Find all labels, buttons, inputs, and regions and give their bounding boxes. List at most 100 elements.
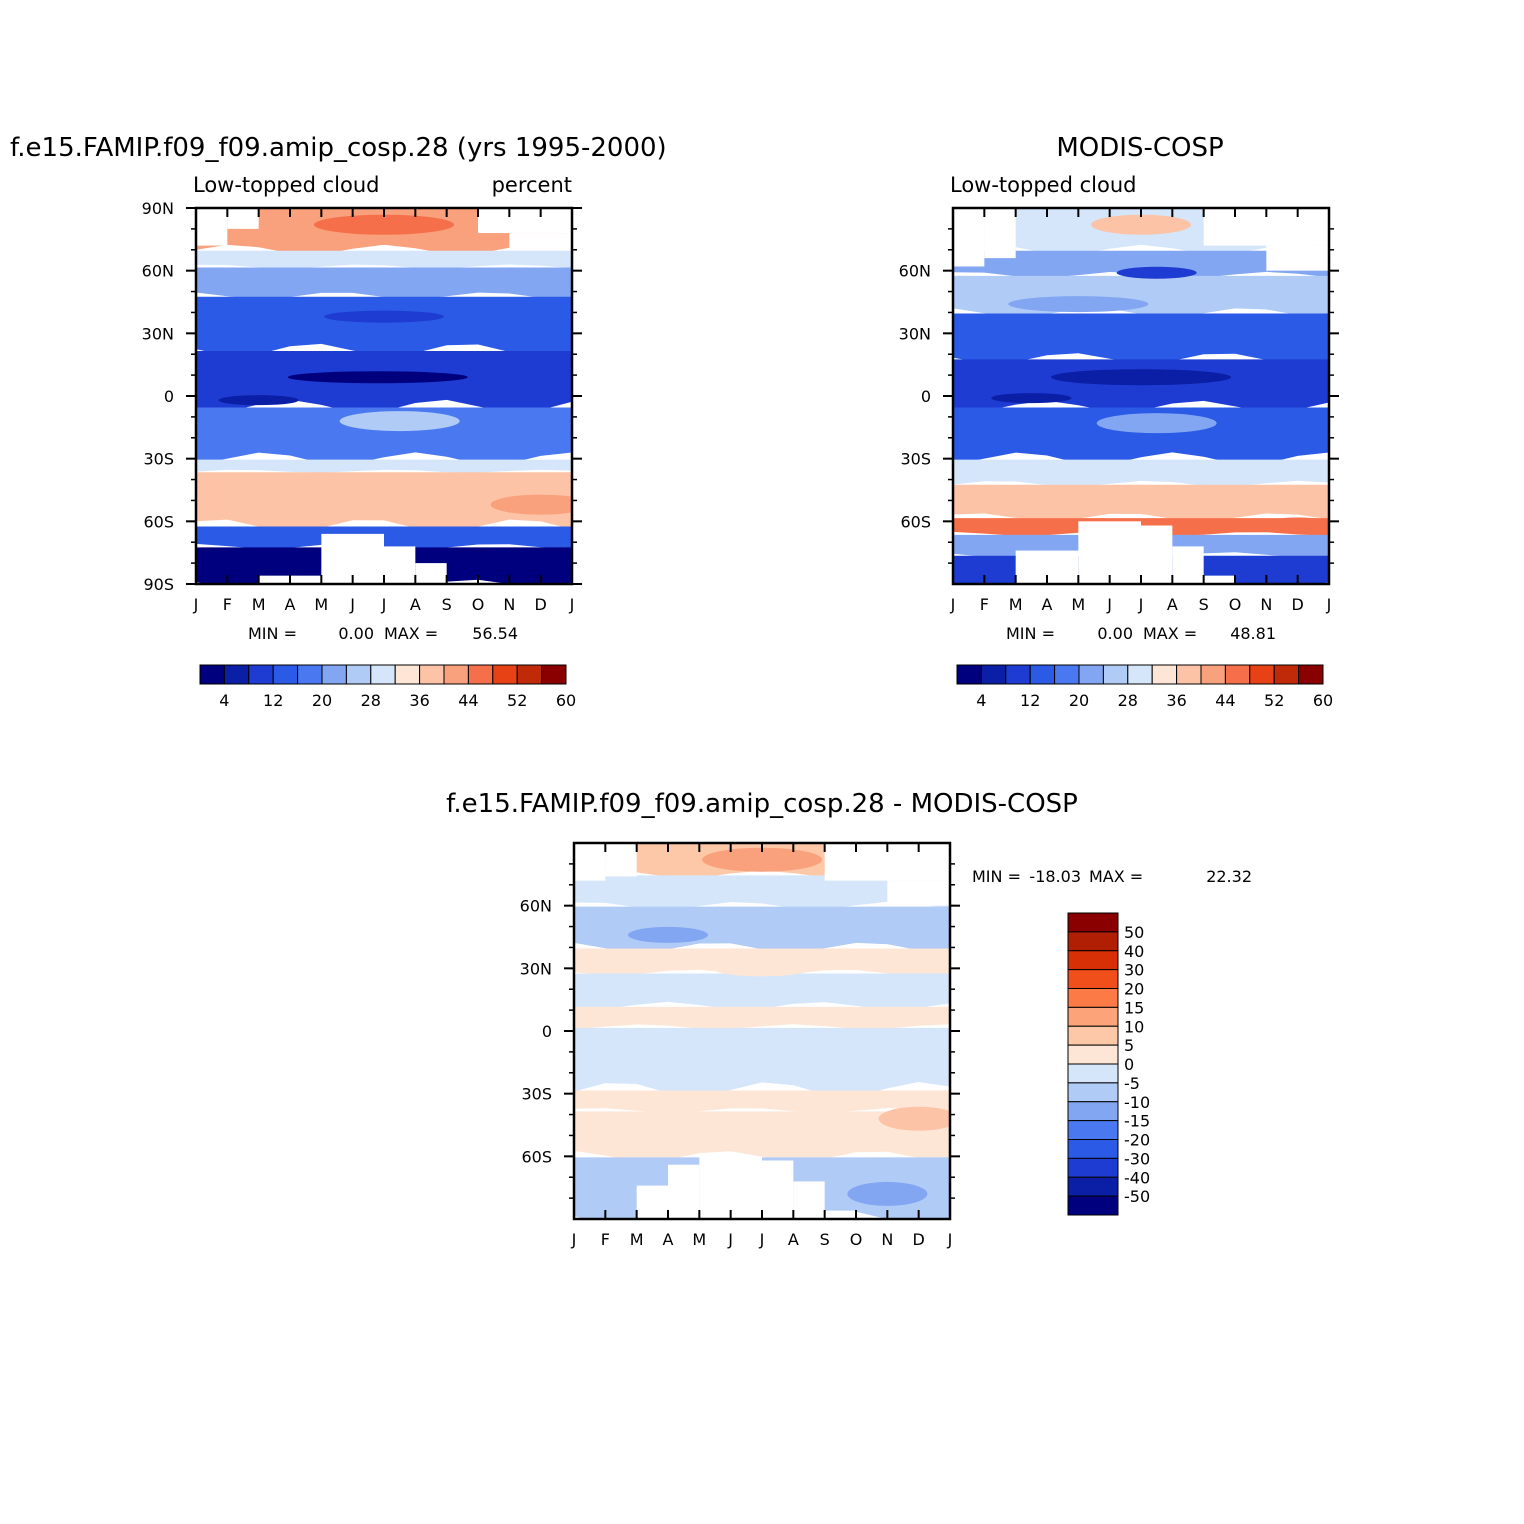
contour-blob: [218, 395, 299, 406]
panel-obs-title: MODIS-COSP: [1056, 133, 1223, 163]
colorbar-label: 52: [507, 691, 527, 710]
colorbar-swatch: [1067, 1101, 1119, 1122]
contour-band: [196, 472, 572, 532]
y-tick-label: 60S: [143, 512, 174, 531]
colorbar-label: -50: [1124, 1187, 1150, 1206]
panel-obs-max-label: MAX =: [1143, 624, 1197, 643]
colorbar-label: 28: [1118, 691, 1138, 710]
contour-band: [574, 1090, 950, 1113]
x-tick-label: M: [252, 595, 266, 614]
x-tick-label: O: [472, 595, 485, 614]
contour-blob: [847, 1181, 928, 1206]
colorbar-label: 44: [458, 691, 478, 710]
colorbar-swatch: [419, 664, 445, 685]
missing-data-mask: [1141, 525, 1173, 584]
contour-blob: [1091, 214, 1191, 235]
panel-model-min-label: MIN =: [248, 624, 297, 643]
colorbar-swatch: [1127, 664, 1153, 685]
contour-band: [574, 1006, 950, 1030]
colorbar-label: -15: [1124, 1112, 1150, 1131]
contour-blob: [712, 960, 812, 977]
colorbar-label: 52: [1264, 691, 1284, 710]
colorbar-swatch: [541, 664, 567, 685]
colorbar-swatch: [1067, 1176, 1119, 1197]
panel-model-max-value: 56.54: [472, 624, 518, 643]
y-tick-label: 60S: [521, 1147, 552, 1166]
missing-data-mask: [824, 1210, 856, 1219]
x-tick-label: D: [913, 1230, 925, 1249]
colorbar-swatch: [272, 664, 299, 685]
x-tick-label: S: [442, 595, 452, 614]
colorbar-swatch: [321, 664, 347, 685]
colorbar-swatch: [248, 664, 274, 685]
x-tick-label: M: [1009, 595, 1023, 614]
colorbar-swatch: [199, 664, 225, 685]
x-tick-label: A: [285, 595, 296, 614]
colorbar-swatch: [1273, 664, 1300, 685]
contour-band: [196, 267, 572, 300]
x-tick-label: F: [601, 1230, 610, 1249]
colorbar-label: 60: [556, 691, 576, 710]
contour-band: [574, 875, 950, 910]
x-tick-label: J: [571, 1230, 577, 1249]
contour-band: [574, 1111, 950, 1162]
x-tick-label: O: [850, 1230, 863, 1249]
missing-data-mask: [1078, 521, 1141, 584]
x-tick-label: M: [692, 1230, 706, 1249]
colorbar-swatch: [1067, 969, 1119, 989]
y-tick-label: 30N: [899, 324, 931, 343]
colorbar-label: -20: [1124, 1131, 1150, 1150]
x-tick-label: J: [381, 595, 387, 614]
y-tick-label: 60N: [520, 897, 552, 916]
contour-band: [574, 1027, 950, 1097]
contour-blob: [702, 847, 822, 872]
x-tick-label: J: [1106, 595, 1112, 614]
colorbar-label: 36: [1166, 691, 1186, 710]
panel-diff-min-label: MIN =: [972, 867, 1021, 886]
panel-obs-variable-label: Low-topped cloud: [950, 173, 1136, 197]
colorbar-swatch: [1176, 664, 1202, 685]
panel-model-colorbar: 4 12 20 28 36 44 52 60: [199, 664, 576, 710]
colorbar-label: 20: [312, 691, 332, 710]
colorbar-swatch: [370, 664, 396, 685]
colorbar-swatch: [1067, 1044, 1119, 1065]
colorbar-swatch: [956, 664, 982, 685]
colorbar-label: 5: [1124, 1036, 1134, 1055]
plot-area: [574, 843, 950, 1219]
panel-diff-max-value: 22.32: [1206, 867, 1252, 886]
panel-obs-min-value: 0.00: [1097, 624, 1133, 643]
x-tick-label: J: [950, 595, 956, 614]
colorbar-swatch: [1067, 950, 1119, 971]
x-tick-label: J: [193, 595, 199, 614]
panel-model-variable-label: Low-topped cloud: [193, 173, 379, 197]
x-tick-label: J: [1138, 595, 1144, 614]
y-tick-label: 0: [164, 387, 174, 406]
colorbar-swatch: [1067, 1120, 1119, 1140]
contour-blob: [314, 214, 454, 235]
colorbar-swatch: [394, 664, 421, 685]
colorbar-swatch: [297, 664, 323, 685]
contour-band: [196, 296, 572, 357]
x-tick-label: J: [349, 595, 355, 614]
y-tick-label: 0: [542, 1022, 552, 1041]
colorbar-label: 12: [1020, 691, 1040, 710]
colorbar-swatch: [1054, 664, 1080, 685]
contour-blob: [324, 310, 444, 323]
colorbar-label: 40: [1124, 942, 1144, 961]
plot-area: [953, 208, 1329, 584]
missing-data-mask: [415, 563, 447, 584]
panel-diff-max-label: MAX =: [1089, 867, 1143, 886]
missing-data-mask: [1266, 245, 1329, 271]
missing-data-mask: [984, 208, 1016, 259]
colorbar-label: 60: [1313, 691, 1333, 710]
contour-blob: [628, 926, 708, 943]
x-tick-label: N: [881, 1230, 893, 1249]
x-tick-label: M: [1071, 595, 1085, 614]
y-tick-label: 90S: [143, 575, 174, 594]
missing-data-mask: [699, 1156, 762, 1219]
x-tick-label: A: [1167, 595, 1178, 614]
contour-blob: [490, 494, 572, 515]
y-tick-label: 0: [921, 387, 931, 406]
x-tick-label: A: [663, 1230, 674, 1249]
